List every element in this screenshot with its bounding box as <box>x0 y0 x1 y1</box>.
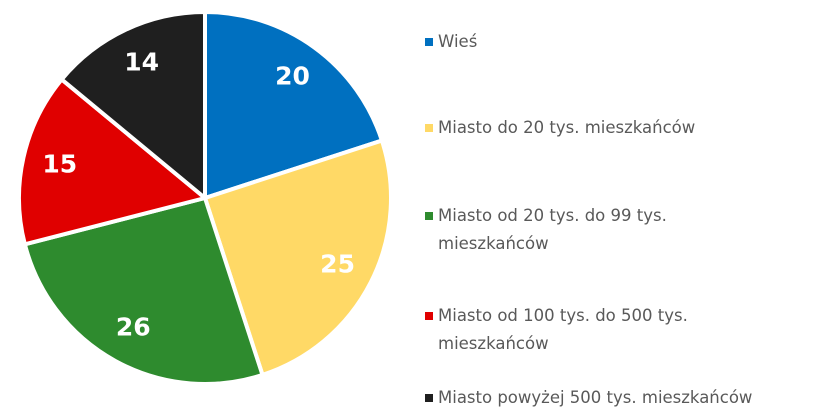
pie-chart: 20 25 26 15 14 <box>17 10 393 386</box>
data-label: 26 <box>116 312 151 341</box>
legend-swatch <box>425 38 433 46</box>
legend-label: Miasto do 20 tys. mieszkańców <box>438 118 696 137</box>
data-label: 14 <box>124 47 159 76</box>
pie-slice <box>203 138 393 377</box>
legend-label: Miasto od 100 tys. do 500 tys. mieszkańc… <box>438 306 688 353</box>
legend-item: Miasto od 100 tys. do 500 tys. mieszkańc… <box>425 302 725 358</box>
legend-label: Miasto powyżej 500 tys. mieszkańców <box>438 388 753 407</box>
pie-slice <box>203 10 384 200</box>
data-label: 20 <box>275 62 310 91</box>
data-label: 25 <box>320 250 355 279</box>
legend-label: Wieś <box>438 32 478 51</box>
pie-slice <box>59 10 207 200</box>
legend-item: Miasto do 20 tys. mieszkańców <box>425 114 695 142</box>
legend-swatch <box>425 124 433 132</box>
legend-label: Miasto od 20 tys. do 99 tys. mieszkańców <box>438 206 667 253</box>
legend-swatch <box>425 212 433 220</box>
data-label: 15 <box>42 150 77 179</box>
legend-item: Wieś <box>425 28 477 56</box>
legend: Wieś Miasto do 20 tys. mieszkańców Miasto … <box>425 0 831 410</box>
pie-slice <box>17 77 207 247</box>
legend-item: Miasto powyżej 500 tys. mieszkańców <box>425 384 752 412</box>
legend-swatch <box>425 312 433 320</box>
legend-item: Miasto od 20 tys. do 99 tys. mieszkańców <box>425 202 725 258</box>
legend-swatch <box>425 394 433 402</box>
pie-slice <box>22 196 265 386</box>
